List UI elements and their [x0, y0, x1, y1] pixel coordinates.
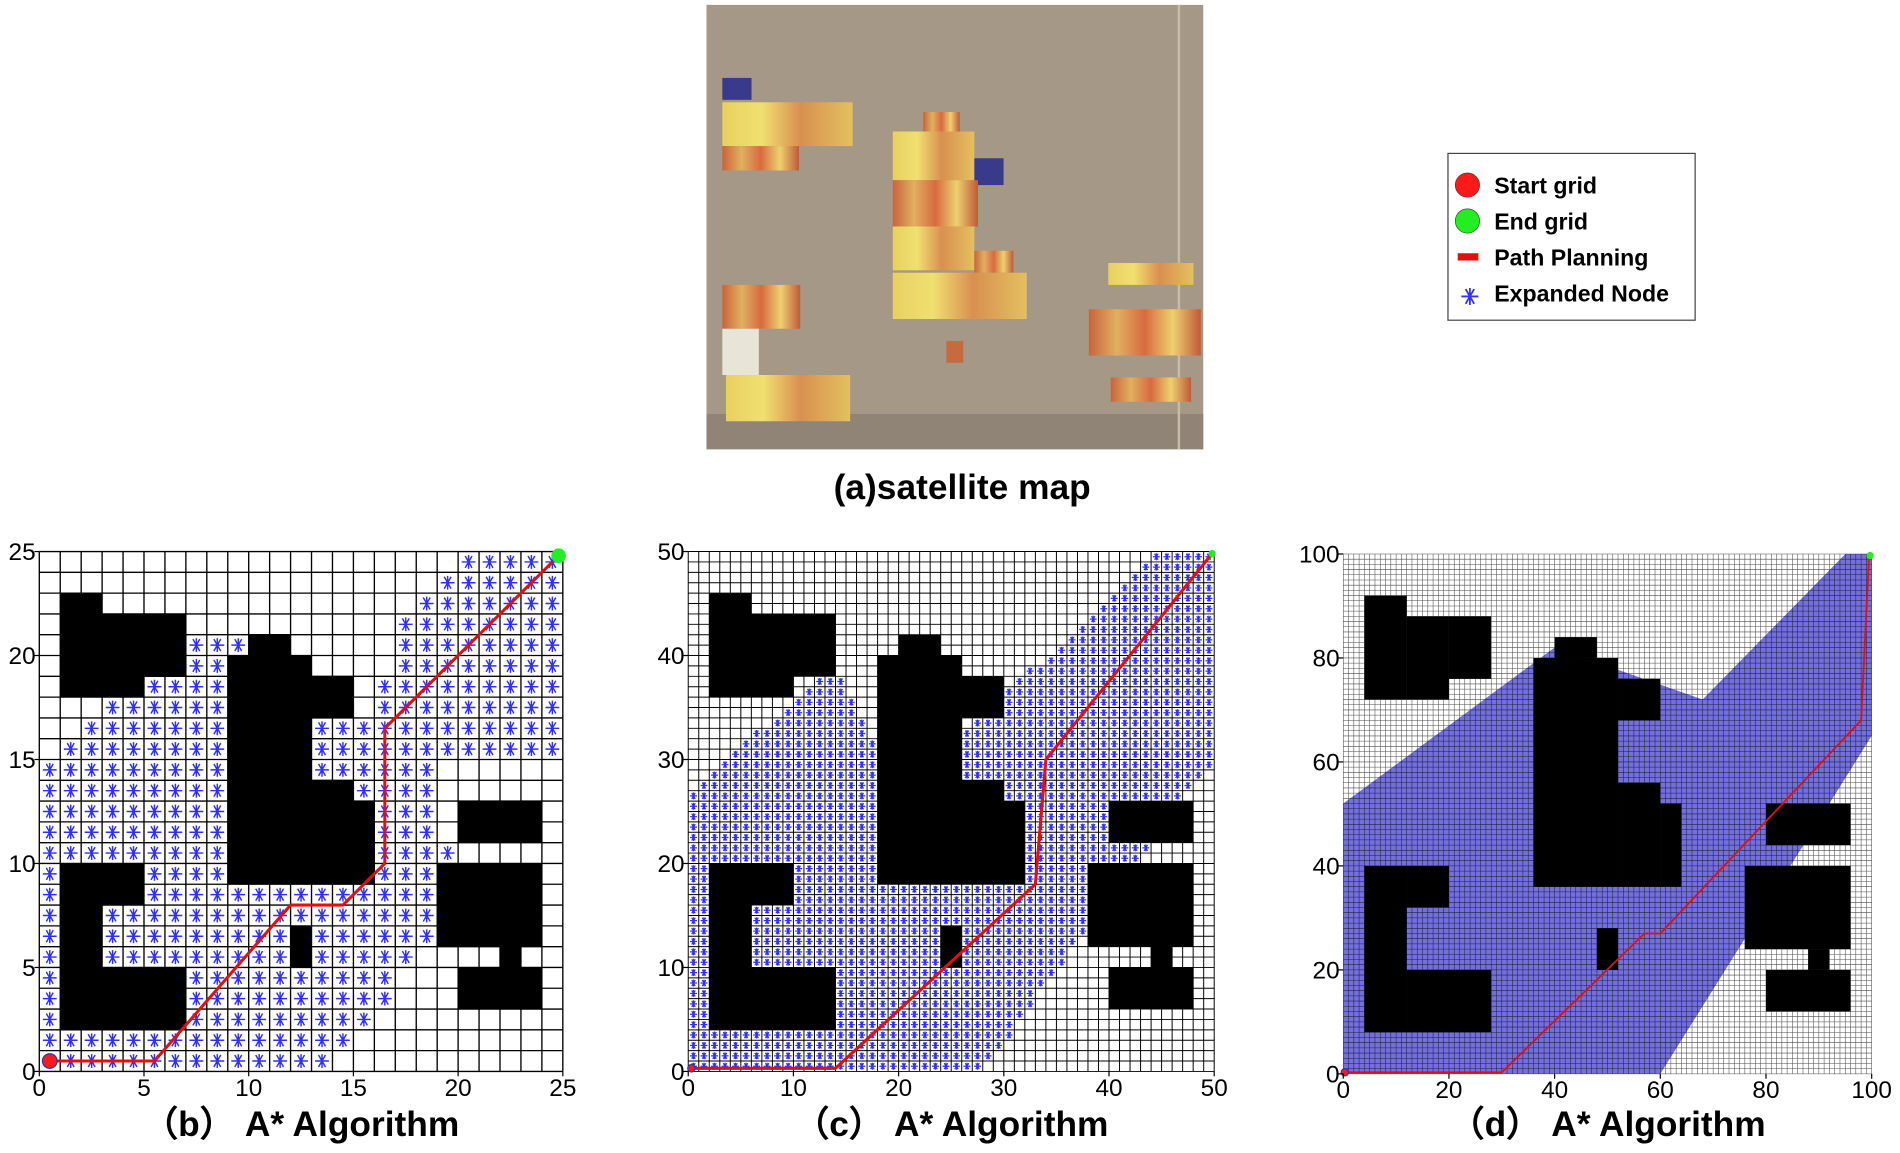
satellite-map — [706, 4, 1204, 450]
y-tick-label: 30 — [658, 747, 685, 774]
x-tick-label: 0 — [681, 1075, 695, 1102]
planned-path — [691, 552, 1214, 1070]
x-tick-label: 30 — [990, 1075, 1017, 1102]
x-tick-label: 10 — [235, 1075, 262, 1102]
y-tick-label: 40 — [1313, 853, 1340, 880]
y-tick-label: 0 — [1326, 1061, 1340, 1088]
legend-label: Expanded Node — [1494, 280, 1669, 306]
planned-path — [1344, 556, 1870, 1074]
x-tick-label: 40 — [1095, 1075, 1122, 1102]
y-tick-label: 15 — [9, 747, 36, 774]
y-tick-label: 10 — [658, 955, 685, 982]
grid-lines — [1342, 553, 1872, 1075]
y-tick-label: 80 — [1313, 645, 1340, 672]
x-tick-label: 25 — [549, 1075, 576, 1102]
x-tick-label: 20 — [445, 1075, 472, 1102]
legend-marker — [1457, 253, 1479, 261]
y-tick-label: 60 — [1313, 749, 1340, 776]
grid-map: 0 5 10 15 20 25 0 5 10 15 20 25 （b） A* Algorithm — [9, 539, 577, 1144]
y-tick-label: 25 — [9, 539, 36, 566]
y-tick-label: 0 — [22, 1059, 36, 1086]
x-tick-label: 0 — [1336, 1077, 1350, 1104]
start-point — [687, 1064, 696, 1073]
legend-label: Path Planning — [1494, 244, 1648, 270]
y-tick-label: 5 — [22, 955, 36, 982]
panel-caption: （d） A* Algorithm — [1449, 1105, 1765, 1144]
x-tick-label: 80 — [1752, 1077, 1779, 1104]
obstacle — [500, 946, 521, 968]
x-tick-label: 20 — [885, 1075, 912, 1102]
y-tick-label: 20 — [9, 643, 36, 670]
start-point — [1340, 1068, 1350, 1077]
x-tick-label: 60 — [1647, 1077, 1674, 1104]
planned-path — [49, 560, 554, 1063]
end-point — [1866, 551, 1874, 560]
legend: Start grid End grid Path Planning Expanded … — [1447, 152, 1696, 321]
x-tick-label: 100 — [1851, 1077, 1892, 1104]
legend-marker — [1454, 172, 1480, 198]
end-point — [1208, 549, 1216, 558]
legend-label: End grid — [1494, 209, 1588, 235]
legend-marker — [1461, 287, 1479, 305]
legend-marker — [1454, 208, 1480, 234]
x-tick-label: 0 — [33, 1075, 47, 1102]
start-point — [41, 1053, 58, 1069]
x-tick-label: 40 — [1541, 1077, 1568, 1104]
grid-lines — [687, 551, 1215, 1072]
y-tick-label: 50 — [658, 539, 685, 566]
grid-map: 0 20 40 60 80 100 0 20 40 60 80 100 （d） A* Algorithm — [1299, 541, 1892, 1143]
y-tick-label: 10 — [9, 851, 36, 878]
y-tick-label: 40 — [658, 643, 685, 670]
end-point — [551, 548, 566, 564]
legend-box — [1447, 152, 1696, 321]
y-tick-label: 20 — [658, 851, 685, 878]
panel-caption: （c） A* Algorithm — [794, 1105, 1108, 1144]
y-tick-label: 0 — [671, 1059, 685, 1086]
y-tick-label: 100 — [1299, 541, 1340, 568]
x-tick-label: 5 — [137, 1075, 151, 1102]
y-tick-label: 20 — [1313, 957, 1340, 984]
x-tick-label: 50 — [1201, 1075, 1228, 1102]
panel-caption: （b） A* Algorithm — [143, 1105, 459, 1144]
x-tick-label: 10 — [780, 1075, 807, 1102]
grid-map: 0 10 20 30 40 50 0 10 20 30 40 50 （c） A* Algorithm — [658, 539, 1228, 1144]
satellite-caption: (a)satellite map — [834, 468, 1091, 507]
x-tick-label: 20 — [1435, 1077, 1462, 1104]
x-tick-label: 15 — [340, 1075, 367, 1102]
legend-label: Start grid — [1494, 173, 1597, 199]
